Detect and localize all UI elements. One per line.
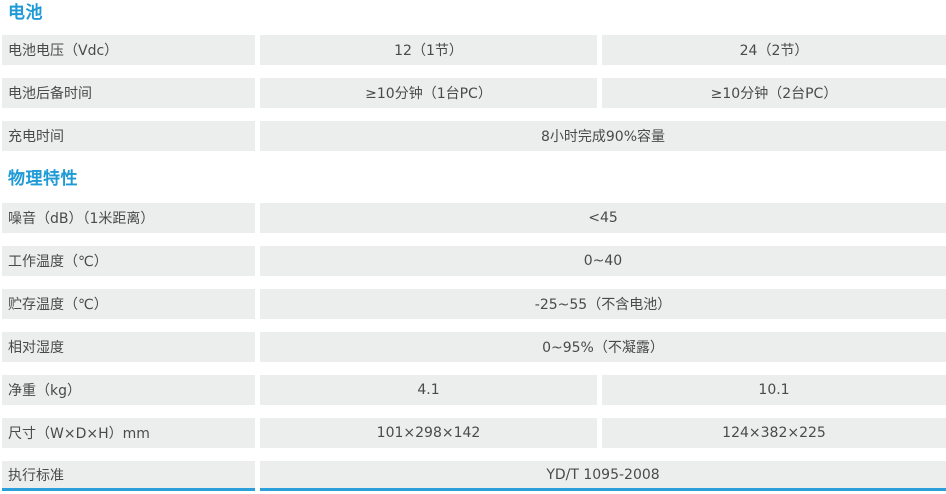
row-label: 尺寸（W×D×H）mm	[2, 418, 255, 448]
row-value: 124×382×225	[602, 418, 946, 448]
row-label: 净重（kg）	[2, 375, 255, 405]
table-row: 尺寸（W×D×H）mm 101×298×142 124×382×225	[2, 418, 946, 448]
table-row: 相对湿度 0~95%（不凝露）	[2, 332, 946, 362]
row-value: <45	[260, 203, 946, 233]
row-value: ≥10分钟（1台PC）	[260, 78, 597, 108]
row-label: 执行标准	[2, 461, 255, 491]
section-title: 物理特性	[8, 169, 78, 189]
table-row: 贮存温度（℃） -25~55（不含电池）	[2, 289, 946, 319]
row-value: ≥10分钟（2台PC）	[602, 78, 946, 108]
table-row: 噪音（dB）（1米距离） <45	[2, 203, 946, 233]
row-value: YD/T 1095-2008	[260, 461, 946, 491]
row-label: 相对湿度	[2, 332, 255, 362]
row-value: 8小时完成90%容量	[260, 121, 946, 151]
section-title: 电池	[8, 3, 43, 23]
spec-section: 电池电池电压（Vdc） 12（1节） 24（2节） 电池后备时间 ≥10分钟（1台PC）…	[2, 4, 946, 151]
table-row: 净重（kg） 4.1 10.1	[2, 375, 946, 405]
row-value: 4.1	[260, 375, 597, 405]
row-value: 10.1	[602, 375, 946, 405]
table-row: 充电时间 8小时完成90%容量	[2, 121, 946, 151]
row-value: 0~95%（不凝露）	[260, 332, 946, 362]
table-row: 电池电压（Vdc） 12（1节） 24（2节）	[2, 35, 946, 65]
row-label: 电池电压（Vdc）	[2, 35, 255, 65]
spec-section: 物理特性 噪音（dB）（1米距离） <45 工作温度（℃） 0~40 贮存温度（℃） -25…	[2, 170, 946, 491]
row-label: 噪音（dB）（1米距离）	[2, 203, 255, 233]
row-label: 贮存温度（℃）	[2, 289, 255, 319]
row-value: 12（1节）	[260, 35, 597, 65]
row-label: 电池后备时间	[2, 78, 255, 108]
row-label: 充电时间	[2, 121, 255, 151]
table-row: 电池后备时间 ≥10分钟（1台PC） ≥10分钟（2台PC）	[2, 78, 946, 108]
row-value: 101×298×142	[260, 418, 597, 448]
table-row: 工作温度（℃） 0~40	[2, 246, 946, 276]
row-label: 工作温度（℃）	[2, 246, 255, 276]
row-value: -25~55（不含电池）	[260, 289, 946, 319]
row-value: 0~40	[260, 246, 946, 276]
row-value: 24（2节）	[602, 35, 946, 65]
table-row: 执行标准 YD/T 1095-2008	[2, 461, 946, 491]
